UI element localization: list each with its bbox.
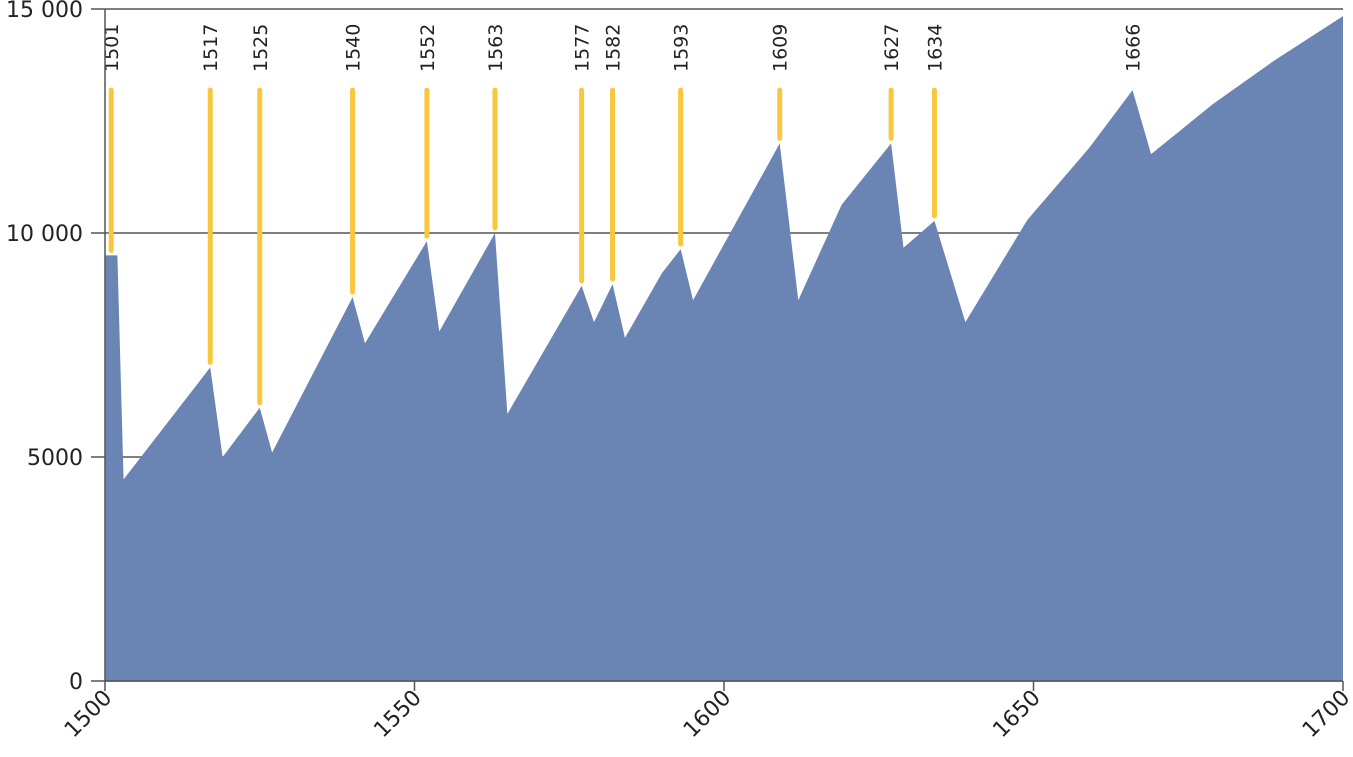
- y-tick-label: 10 000: [6, 222, 83, 247]
- marker-label: 1552: [417, 24, 439, 72]
- x-tick-label: 1600: [679, 686, 736, 743]
- y-tick-label: 15 000: [6, 0, 83, 23]
- marker-label: 1582: [603, 24, 625, 72]
- marker-label: 1627: [881, 24, 903, 72]
- x-tick-label: 1650: [988, 686, 1045, 743]
- x-tick-label: 1700: [1298, 686, 1353, 743]
- marker-label: 1525: [250, 24, 272, 72]
- marker-label: 1577: [572, 24, 594, 72]
- marker-label: 1501: [101, 24, 123, 72]
- event-markers: 1501 1517 1525 1540 1552 1563 1577 1582 1593 1609…: [101, 24, 1145, 406]
- marker-label: 1666: [1123, 24, 1145, 72]
- marker-label: 1634: [924, 24, 946, 72]
- marker-label: 1563: [485, 24, 507, 72]
- marker-label: 1609: [770, 24, 792, 72]
- x-tick-label: 1550: [369, 686, 426, 743]
- y-tick-label: 0: [69, 670, 83, 695]
- area-series: [105, 16, 1343, 682]
- marker-label: 1593: [671, 24, 693, 72]
- y-tick-label: 5000: [27, 446, 83, 471]
- marker-label: 1540: [343, 24, 365, 72]
- marker-label: 1517: [200, 24, 222, 72]
